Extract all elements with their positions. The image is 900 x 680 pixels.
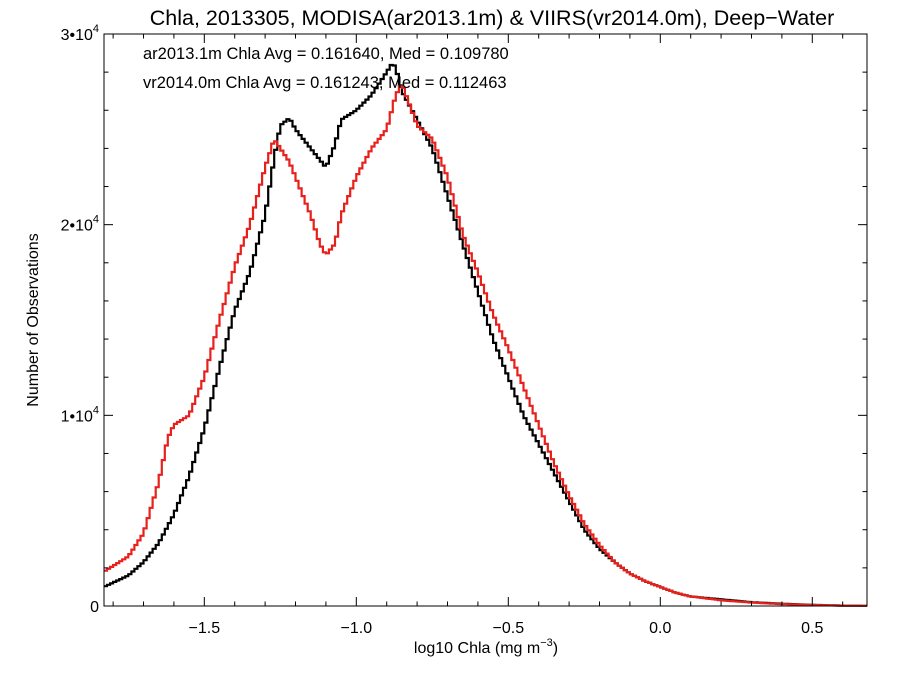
x-axis-label-main: log10 Chla (mg m	[414, 640, 540, 657]
chart-title: Chla, 2013305, MODISA(ar2013.1m) & VIIRS…	[150, 6, 835, 30]
x-axis-label-sup: −3	[540, 637, 553, 649]
x-tick-label: 0.5	[801, 620, 823, 637]
y-tick-label: 2•104	[61, 214, 99, 235]
x-tick-label: −1.5	[189, 620, 221, 637]
x-axis-label: log10 Chla (mg m−3)	[414, 637, 558, 657]
x-tick-label: −0.5	[493, 620, 525, 637]
y-tick-label-base: 1•10	[61, 408, 93, 425]
y-tick-label-base: 2•10	[61, 218, 93, 235]
x-axis-label-close: )	[553, 640, 558, 657]
x-tick-label: −1.0	[341, 620, 373, 637]
annotation-line-1: vr2014.0m Chla Avg = 0.161243, Med = 0.1…	[143, 74, 507, 92]
legend-annotations: ar2013.1m Chla Avg = 0.161640, Med = 0.1…	[143, 45, 509, 92]
series-line-0	[104, 63, 867, 607]
y-tick-label-exponent: 4	[93, 404, 99, 416]
y-tick-label-base: 3•10	[61, 27, 93, 44]
y-tick-label-base: 0	[90, 599, 99, 616]
y-tick-label: 1•104	[61, 404, 99, 425]
series-line-1	[104, 85, 867, 607]
y-tick-label: 3•104	[61, 23, 99, 44]
annotation-line-0: ar2013.1m Chla Avg = 0.161640, Med = 0.1…	[143, 45, 509, 63]
plot-frame	[103, 33, 868, 607]
y-axis-label: Number of Observations	[25, 233, 42, 406]
series-layer	[104, 63, 867, 607]
y-tick-label: 0	[90, 599, 99, 616]
y-tick-label-exponent: 4	[93, 23, 99, 35]
y-tick-label-exponent: 4	[93, 214, 99, 226]
x-tick-label: 0.0	[649, 620, 671, 637]
